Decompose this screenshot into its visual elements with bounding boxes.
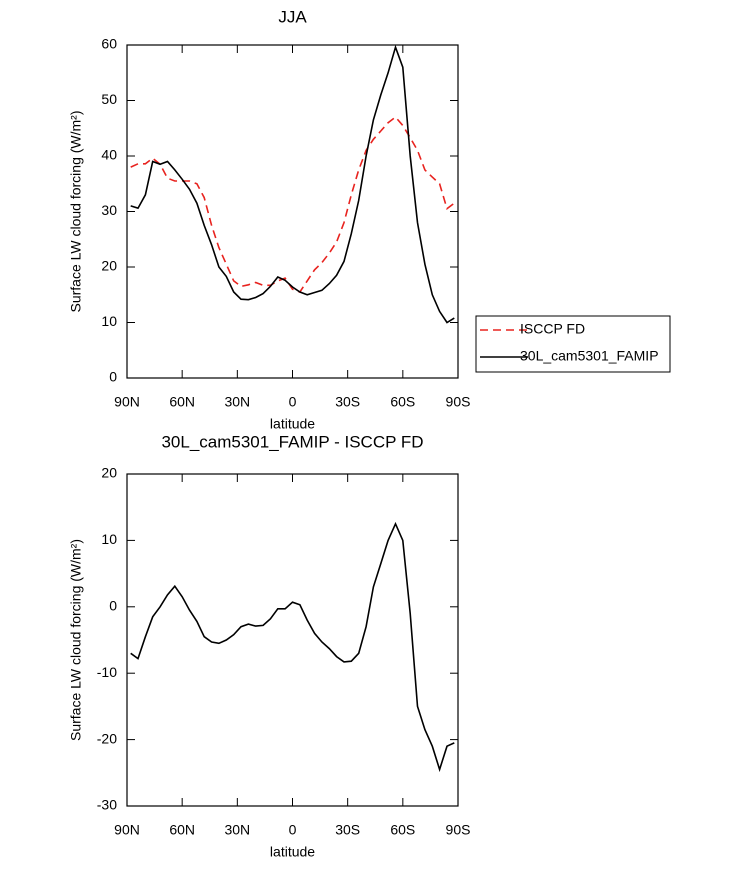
y-axis-label: Surface LW cloud forcing (W/m²) bbox=[68, 539, 84, 741]
x-tick-label: 30S bbox=[335, 822, 360, 838]
x-tick-label: 30N bbox=[224, 822, 250, 838]
y-tick-label: 20 bbox=[101, 465, 117, 481]
plot-frame bbox=[126, 44, 459, 379]
y-tick-label: -30 bbox=[97, 797, 117, 813]
x-axis-label: latitude bbox=[270, 416, 315, 432]
y-tick-label: 30 bbox=[101, 202, 117, 218]
y-tick-label: 40 bbox=[101, 147, 117, 163]
x-tick-label: 0 bbox=[289, 822, 297, 838]
x-tick-label: 90S bbox=[446, 394, 471, 410]
y-tick-label: 50 bbox=[101, 91, 117, 107]
plot-frame bbox=[126, 473, 459, 807]
x-tick-label: 60N bbox=[169, 394, 195, 410]
data-line bbox=[130, 116, 455, 293]
y-tick-label: 60 bbox=[101, 36, 117, 52]
y-tick-label: 20 bbox=[101, 258, 117, 274]
y-tick-label: -20 bbox=[97, 730, 117, 746]
x-tick-label: 60S bbox=[390, 822, 415, 838]
x-tick-label: 30N bbox=[224, 394, 250, 410]
x-tick-label: 90S bbox=[446, 822, 471, 838]
chart-title: JJA bbox=[278, 7, 307, 26]
legend-label: 30L_cam5301_FAMIP bbox=[520, 348, 659, 364]
y-tick-label: 0 bbox=[109, 369, 117, 385]
legend-label: ISCCP FD bbox=[520, 321, 585, 337]
data-line bbox=[130, 44, 455, 324]
x-tick-label: 90N bbox=[114, 394, 140, 410]
y-axis-label: Surface LW cloud forcing (W/m²) bbox=[68, 110, 84, 312]
x-axis-label: latitude bbox=[270, 844, 315, 860]
x-tick-label: 90N bbox=[114, 822, 140, 838]
y-tick-label: -10 bbox=[97, 664, 117, 680]
y-tick-label: 0 bbox=[109, 598, 117, 614]
data-line bbox=[130, 521, 455, 773]
x-tick-label: 60S bbox=[390, 394, 415, 410]
x-tick-label: 60N bbox=[169, 822, 195, 838]
chart-title: 30L_cam5301_FAMIP - ISCCP FD bbox=[161, 432, 423, 451]
x-tick-label: 0 bbox=[289, 394, 297, 410]
x-tick-label: 30S bbox=[335, 394, 360, 410]
legend-box bbox=[475, 315, 671, 373]
y-tick-label: 10 bbox=[101, 531, 117, 547]
y-tick-label: 10 bbox=[101, 313, 117, 329]
